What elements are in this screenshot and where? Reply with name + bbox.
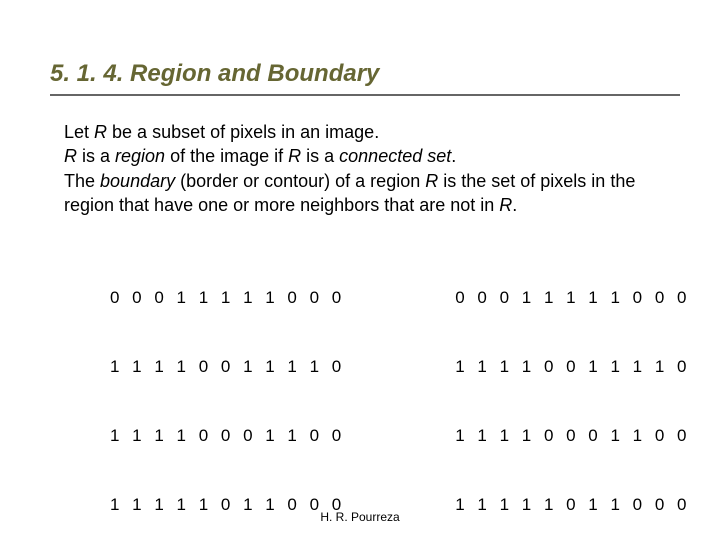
body-line3-a: The <box>64 171 100 191</box>
body-line2-R2: R <box>288 146 301 166</box>
matrix-right: 0 0 0 1 1 1 1 1 0 0 0 1 1 1 1 0 0 1 1 1 … <box>455 241 690 540</box>
body-line1-b: be a subset of pixels in an image. <box>107 122 379 142</box>
body-line2-region: region <box>115 146 165 166</box>
matrix-row: 0 0 0 1 1 1 1 1 0 0 0 <box>110 287 345 310</box>
body-line3-b: (border or contour) of a region <box>175 171 425 191</box>
matrix-left: 0 0 0 1 1 1 1 1 0 0 0 1 1 1 1 0 0 1 1 1 … <box>110 241 345 540</box>
matrix-row: 0 0 0 1 1 1 1 1 0 0 0 <box>455 287 690 310</box>
body-line3-R: R <box>425 171 438 191</box>
matrix-row: 1 1 1 1 0 0 1 1 1 1 0 <box>455 356 690 379</box>
body-line2-cs: connected set <box>339 146 451 166</box>
matrix-row: 1 1 1 1 0 0 0 1 1 0 0 <box>455 425 690 448</box>
matrices-row: 0 0 0 1 1 1 1 1 0 0 0 1 1 1 1 0 0 1 1 1 … <box>50 241 680 540</box>
body-line2-d: . <box>451 146 456 166</box>
body-line2-b: of the image if <box>165 146 288 166</box>
matrix-row: 1 1 1 1 0 0 0 1 1 0 0 <box>110 425 345 448</box>
body-line2-c: is a <box>301 146 339 166</box>
body-line1-R: R <box>94 122 107 142</box>
slide-title: 5. 1. 4. Region and Boundary <box>50 60 680 96</box>
body-line2-R1: R <box>64 146 77 166</box>
body-line1-a: Let <box>64 122 94 142</box>
body-text: Let R be a subset of pixels in an image.… <box>50 120 680 217</box>
body-line3-boundary: boundary <box>100 171 175 191</box>
body-line3-R2: R <box>499 195 512 215</box>
slide-page: 5. 1. 4. Region and Boundary Let R be a … <box>0 0 720 540</box>
body-line3-d: . <box>512 195 517 215</box>
slide-footer: H. R. Pourreza <box>0 510 720 524</box>
body-line2-a: is a <box>77 146 115 166</box>
matrix-row: 1 1 1 1 0 0 1 1 1 1 0 <box>110 356 345 379</box>
